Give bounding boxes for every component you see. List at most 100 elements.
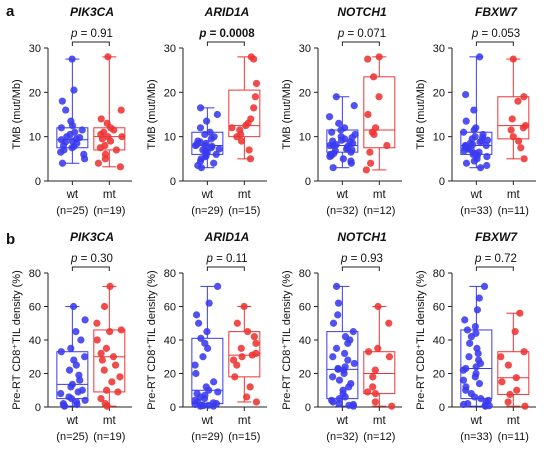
data-point: [212, 150, 220, 158]
data-point: [215, 145, 223, 153]
chart-title: FBXW7: [475, 230, 518, 244]
data-point: [199, 353, 207, 361]
data-point: [462, 117, 470, 125]
data-point: [483, 153, 491, 161]
x-tick-n-label: (n=29): [191, 431, 223, 443]
chart-title: FBXW7: [475, 5, 518, 19]
y-tick-label: 0: [305, 402, 311, 414]
data-point: [240, 302, 248, 311]
chart-panel-a-notch1: NOTCH1 p = 0.071 0 10 20 30 TMB (mut/Mb) wt (n=3…: [281, 5, 402, 217]
data-point: [388, 402, 396, 410]
data-point: [470, 126, 478, 134]
x-tick-n-label: (n=19): [93, 205, 125, 217]
data-point: [210, 378, 218, 386]
data-point: [57, 348, 65, 356]
data-point: [209, 402, 218, 410]
data-point: [506, 390, 514, 399]
data-point: [340, 349, 349, 357]
data-point: [200, 395, 209, 403]
chart-panel-a-fbxw7: FBXW7 p = 0.053 0 10 20 30 TMB (mut/Mb) wt (n=33…: [415, 5, 536, 217]
data-point: [344, 339, 352, 347]
data-point: [369, 373, 377, 381]
data-point: [111, 361, 120, 369]
data-point: [117, 326, 125, 334]
data-point: [462, 386, 470, 394]
p-value-label: p = 0.72: [474, 253, 517, 265]
data-point: [117, 106, 125, 114]
data-point: [328, 128, 336, 136]
data-point: [335, 395, 343, 403]
data-point: [98, 356, 106, 364]
p-symbol: p: [471, 28, 479, 40]
x-tick-n-label: (n=12): [363, 205, 395, 217]
data-point: [329, 319, 338, 327]
p-value-label: p = 0.0008: [198, 28, 255, 40]
data-point: [334, 311, 342, 319]
data-point: [504, 398, 512, 406]
y-tick-label: 20: [164, 369, 176, 381]
data-point: [67, 383, 75, 391]
data-point: [204, 344, 212, 352]
data-point: [246, 155, 255, 163]
data-point: [460, 147, 468, 155]
data-point: [514, 97, 522, 105]
data-point: [340, 369, 348, 378]
data-point: [475, 294, 483, 302]
data-point: [67, 344, 75, 352]
data-point: [77, 336, 85, 344]
data-point: [465, 353, 473, 361]
y-tick-label: 80: [29, 268, 41, 280]
data-point: [242, 121, 250, 130]
data-point: [509, 133, 517, 141]
y-tick-label: 0: [170, 402, 176, 414]
y-tick-label: 40: [29, 335, 41, 347]
data-point: [201, 130, 209, 139]
y-tick-label: 10: [164, 132, 176, 144]
data-point: [470, 106, 478, 114]
data-point: [326, 153, 334, 161]
y-tick-label: 60: [299, 302, 311, 314]
data-point: [374, 344, 382, 352]
data-point: [103, 402, 111, 410]
data-point: [250, 55, 258, 63]
data-point: [483, 161, 491, 170]
data-point: [97, 349, 105, 357]
data-point: [461, 316, 469, 324]
data-point: [202, 117, 211, 125]
data-point: [329, 398, 337, 406]
data-point: [521, 402, 529, 410]
y-tick-label: 0: [170, 176, 176, 188]
p-symbol: p: [70, 28, 78, 40]
data-point: [195, 319, 203, 327]
y-tick-label: 30: [164, 43, 176, 55]
data-point: [459, 400, 468, 409]
y-tick-label: 20: [29, 87, 41, 99]
x-tick-n-label: (n=32): [326, 205, 358, 217]
data-point: [214, 388, 222, 396]
p-value: = 0.053: [478, 28, 520, 40]
data-point: [57, 390, 65, 398]
data-point: [371, 366, 379, 374]
data-point: [250, 104, 258, 112]
x-tick-label: wt: [201, 189, 214, 201]
y-axis-label: TMB (mut/Mb): [146, 79, 158, 149]
y-tick-label: 20: [433, 369, 445, 381]
y-tick-label: 10: [299, 132, 311, 144]
data-point: [511, 328, 519, 336]
data-point: [325, 113, 334, 121]
data-point: [385, 353, 394, 361]
x-tick-label: mt: [103, 415, 117, 427]
x-tick-label: wt: [336, 189, 349, 201]
data-point: [112, 146, 121, 154]
data-point: [364, 55, 372, 63]
data-point: [233, 361, 241, 369]
data-point: [332, 93, 340, 101]
chart-title: ARID1A: [204, 5, 250, 19]
data-point: [252, 398, 261, 406]
significance-bracket: [475, 266, 514, 271]
y-tick-label: 20: [299, 369, 311, 381]
data-point: [471, 323, 479, 331]
y-tick-label: 20: [29, 369, 41, 381]
y-tick-label: 20: [164, 87, 176, 99]
x-tick-label: wt: [66, 415, 79, 427]
